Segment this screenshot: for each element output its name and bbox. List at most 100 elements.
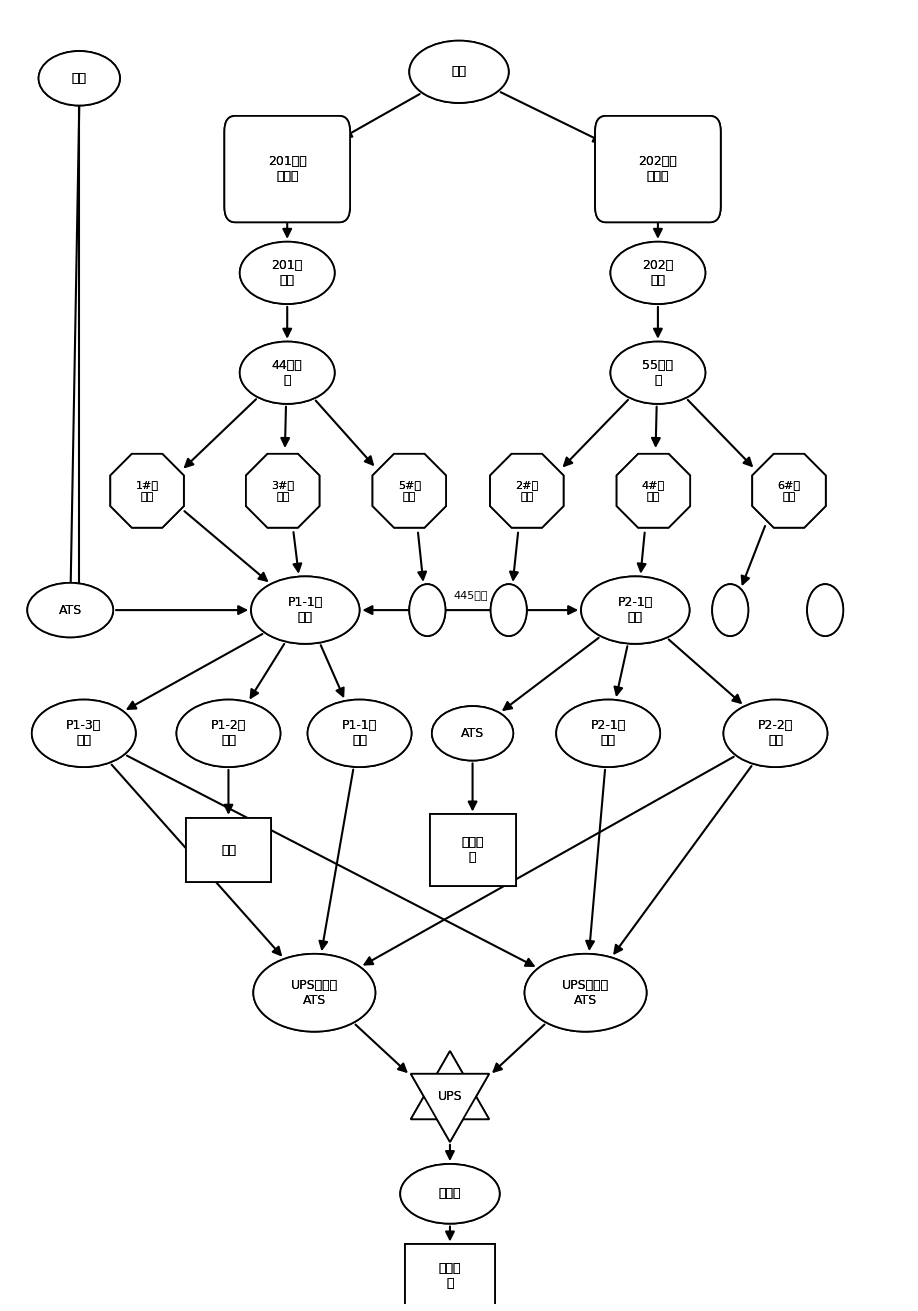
Polygon shape (373, 454, 446, 528)
Text: 202高压
进线柜: 202高压 进线柜 (639, 155, 677, 184)
Text: P1-1进
线柜: P1-1进 线柜 (287, 597, 323, 624)
Text: UPS输入柜
ATS: UPS输入柜 ATS (291, 979, 338, 1007)
Ellipse shape (308, 700, 411, 767)
Text: P2-2馈
线柜: P2-2馈 线柜 (758, 720, 793, 747)
Text: 照明: 照明 (221, 843, 236, 856)
Bar (185, 818, 272, 882)
Circle shape (490, 585, 527, 636)
Text: ATS: ATS (461, 726, 484, 739)
Text: 柴发: 柴发 (72, 72, 87, 85)
Text: 4#变
压器: 4#变 压器 (642, 480, 665, 502)
Text: 6#变
压器: 6#变 压器 (778, 480, 800, 502)
FancyBboxPatch shape (595, 115, 721, 223)
Text: UPS: UPS (438, 1089, 463, 1103)
Ellipse shape (610, 342, 705, 404)
Ellipse shape (176, 700, 280, 767)
Ellipse shape (253, 954, 375, 1032)
Ellipse shape (240, 241, 335, 304)
Ellipse shape (581, 577, 689, 644)
Polygon shape (411, 1074, 489, 1142)
Ellipse shape (400, 1164, 499, 1223)
Text: 2#变
压器: 2#变 压器 (515, 480, 538, 502)
FancyBboxPatch shape (224, 115, 350, 223)
Ellipse shape (431, 707, 513, 760)
Text: P1-2馈
线柜: P1-2馈 线柜 (211, 720, 246, 747)
Polygon shape (490, 454, 564, 528)
Text: UPS输入柜
ATS: UPS输入柜 ATS (291, 979, 338, 1007)
Ellipse shape (400, 1164, 499, 1223)
Text: P2-1馈
线柜: P2-1馈 线柜 (590, 720, 626, 747)
Polygon shape (490, 454, 564, 528)
Ellipse shape (610, 241, 705, 304)
Polygon shape (110, 454, 184, 528)
Polygon shape (110, 454, 184, 528)
Text: 1#变
压器: 1#变 压器 (136, 480, 159, 502)
Polygon shape (373, 454, 446, 528)
Polygon shape (752, 454, 826, 528)
Text: P1-1进
线柜: P1-1进 线柜 (287, 597, 323, 624)
Circle shape (712, 585, 748, 636)
Text: 电网: 电网 (452, 66, 466, 79)
Text: 3#变
压器: 3#变 压器 (271, 480, 294, 502)
Bar (405, 1244, 495, 1307)
Text: P2-1进
线柜: P2-1进 线柜 (618, 597, 653, 624)
Text: 44计量
柜: 44计量 柜 (272, 359, 303, 387)
Text: 201高压
进线柜: 201高压 进线柜 (268, 155, 307, 184)
Text: UPS: UPS (438, 1089, 463, 1103)
Text: 水冷机
组: 水冷机 组 (462, 836, 484, 864)
Polygon shape (246, 454, 319, 528)
Ellipse shape (28, 583, 113, 637)
FancyBboxPatch shape (595, 115, 721, 223)
Text: 电网: 电网 (452, 66, 466, 79)
Text: ATS: ATS (461, 726, 484, 739)
Polygon shape (617, 454, 690, 528)
Ellipse shape (240, 342, 335, 404)
Ellipse shape (723, 700, 827, 767)
Ellipse shape (176, 700, 280, 767)
Text: UPS旁路柜
ATS: UPS旁路柜 ATS (562, 979, 610, 1007)
Text: 202高压
进线柜: 202高压 进线柜 (639, 155, 677, 184)
Ellipse shape (556, 700, 660, 767)
Text: 5#变
压器: 5#变 压器 (397, 480, 420, 502)
Text: 55计量
柜: 55计量 柜 (643, 359, 674, 387)
Text: 202隔
离柜: 202隔 离柜 (643, 258, 674, 287)
Ellipse shape (32, 700, 136, 767)
Text: ATS: ATS (59, 603, 82, 616)
Text: P2-1进
线柜: P2-1进 线柜 (618, 597, 653, 624)
FancyBboxPatch shape (224, 115, 350, 223)
Text: 202隔
离柜: 202隔 离柜 (643, 258, 674, 287)
Bar (430, 814, 516, 886)
Ellipse shape (251, 577, 360, 644)
Text: 6#变
压器: 6#变 压器 (778, 480, 800, 502)
Ellipse shape (251, 577, 360, 644)
Text: 5#变
压器: 5#变 压器 (397, 480, 420, 502)
Text: 柴发: 柴发 (72, 72, 87, 85)
Text: P2-1馈
线柜: P2-1馈 线柜 (590, 720, 626, 747)
Text: 列头柜: 列头柜 (439, 1188, 461, 1201)
Ellipse shape (581, 577, 689, 644)
Text: P2-2馈
线柜: P2-2馈 线柜 (758, 720, 793, 747)
Text: P1-3馈
线柜: P1-3馈 线柜 (66, 720, 101, 747)
Text: 服务器
等: 服务器 等 (439, 1261, 461, 1290)
Text: P1-1馈
线柜: P1-1馈 线柜 (341, 720, 377, 747)
Text: P1-3馈
线柜: P1-3馈 线柜 (66, 720, 101, 747)
Text: P1-1馈
线柜: P1-1馈 线柜 (341, 720, 377, 747)
Ellipse shape (431, 707, 513, 760)
Ellipse shape (409, 41, 509, 104)
Ellipse shape (253, 954, 375, 1032)
Ellipse shape (723, 700, 827, 767)
Circle shape (712, 585, 748, 636)
Text: 44计量
柜: 44计量 柜 (272, 359, 303, 387)
Polygon shape (752, 454, 826, 528)
Text: 445联络: 445联络 (453, 590, 488, 599)
Bar (430, 814, 516, 886)
Bar (185, 818, 272, 882)
Circle shape (807, 585, 844, 636)
Ellipse shape (610, 241, 705, 304)
Text: 55计量
柜: 55计量 柜 (643, 359, 674, 387)
Text: 201隔
离柜: 201隔 离柜 (272, 258, 303, 287)
Ellipse shape (39, 51, 120, 105)
Ellipse shape (240, 342, 335, 404)
Circle shape (409, 585, 445, 636)
Ellipse shape (32, 700, 136, 767)
